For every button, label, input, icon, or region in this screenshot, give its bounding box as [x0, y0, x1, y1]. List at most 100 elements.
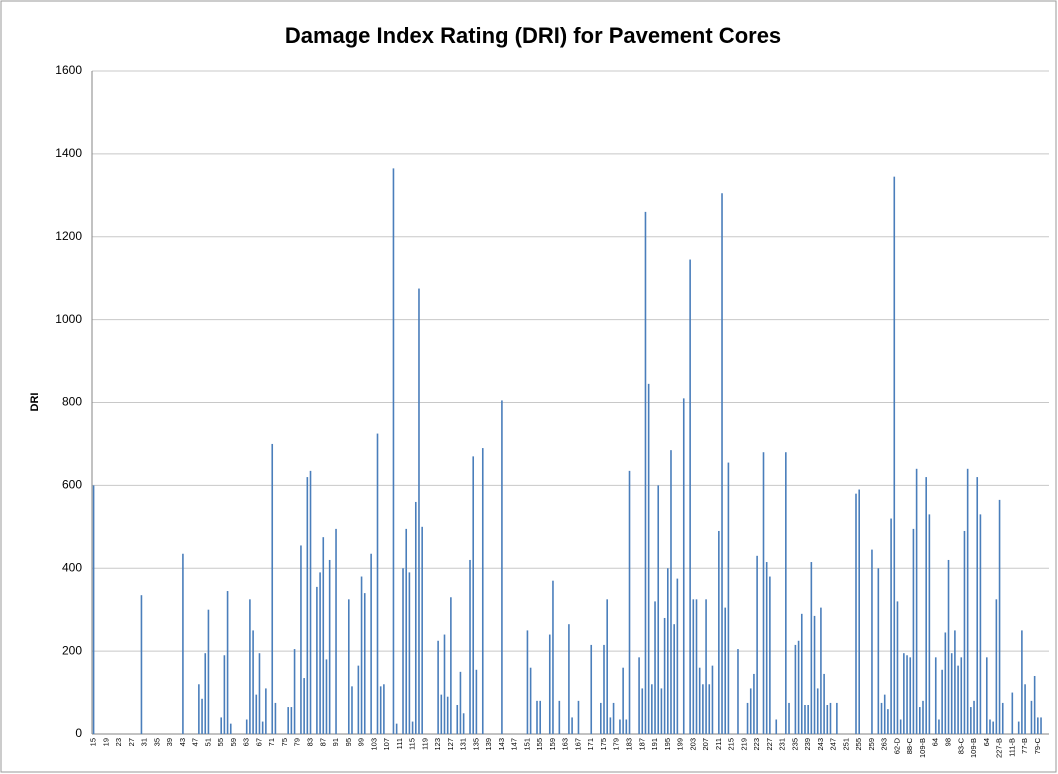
bar [660, 688, 663, 734]
bar [1033, 675, 1036, 734]
x-tick-label: 95 [344, 738, 353, 746]
bar [718, 530, 720, 734]
bar [746, 702, 749, 734]
bar [887, 709, 889, 734]
bar [938, 719, 940, 734]
bar [797, 640, 800, 734]
bar [376, 433, 379, 734]
bar [947, 559, 950, 734]
bar [207, 609, 210, 734]
bar [871, 549, 873, 734]
bar [676, 578, 679, 734]
bar [245, 719, 248, 734]
bar [322, 537, 325, 734]
bar [957, 665, 959, 734]
bar [826, 704, 829, 734]
bar [469, 559, 471, 734]
x-tick-label: 71 [267, 738, 276, 746]
x-tick-label: 31 [140, 738, 149, 746]
bar [689, 259, 691, 734]
bar [998, 499, 1001, 734]
bar [651, 684, 653, 734]
bar [303, 678, 305, 734]
bar [472, 456, 475, 734]
bar [985, 657, 988, 734]
x-tick-label: 83 [305, 738, 314, 746]
bar [989, 719, 991, 734]
x-tick-label: 64 [982, 738, 991, 746]
x-tick-label: 139 [484, 738, 493, 751]
x-tick-label: 87 [318, 738, 327, 746]
bar [300, 545, 302, 734]
bar [1001, 702, 1004, 734]
bar [558, 700, 561, 734]
bar [1021, 630, 1023, 734]
x-tick-label: 35 [152, 738, 161, 746]
bar [804, 704, 806, 734]
x-tick-label: 231 [778, 738, 787, 751]
bar [807, 704, 809, 734]
bar [293, 649, 296, 734]
bar [475, 669, 478, 734]
bar [351, 686, 353, 734]
bar [816, 688, 819, 734]
y-tick-label: 1000 [55, 312, 82, 326]
bar [622, 667, 624, 734]
bar [392, 168, 395, 735]
bar [727, 462, 730, 734]
x-tick-label: 63 [242, 738, 251, 746]
bar [899, 719, 902, 734]
x-tick-label: 43 [178, 738, 187, 746]
bar [883, 694, 886, 734]
bar [762, 452, 765, 734]
bar [970, 707, 972, 734]
x-tick-label: 135 [471, 738, 480, 751]
x-tick-label: 151 [522, 738, 531, 751]
bar [552, 580, 554, 734]
x-tick-label: 83-C [956, 737, 965, 754]
x-tick-label: 215 [727, 738, 736, 751]
x-tick-label: 159 [548, 738, 557, 751]
bar [226, 591, 229, 734]
bar [603, 644, 605, 734]
bar [481, 448, 484, 734]
bar [571, 717, 573, 734]
bar [995, 599, 998, 734]
x-tick-label: 67 [254, 738, 263, 746]
bar [548, 634, 551, 734]
bar [462, 713, 465, 734]
x-tick-label: 147 [510, 738, 519, 751]
x-tick-label: 62-D [892, 737, 901, 754]
bar [954, 630, 956, 734]
x-tick-label: 75 [280, 738, 289, 746]
bar [405, 528, 408, 734]
bar [906, 655, 908, 734]
bar [909, 657, 912, 734]
bar [695, 599, 698, 734]
bar [976, 477, 979, 734]
x-tick-label: 127 [446, 738, 455, 751]
bar [456, 704, 459, 734]
bar [928, 514, 931, 734]
bar [274, 702, 277, 734]
x-tick-label: 247 [829, 738, 838, 751]
bar [670, 450, 672, 734]
bar [775, 719, 778, 734]
bar [450, 597, 452, 734]
bar [271, 443, 274, 734]
bar [647, 383, 650, 734]
x-tick-label: 239 [803, 738, 812, 751]
bar [915, 468, 918, 734]
bar [606, 599, 608, 734]
bar [402, 568, 404, 734]
bar [673, 624, 675, 734]
x-tick-label: 59 [229, 738, 238, 746]
bar [960, 657, 963, 734]
x-tick-label: 111 [395, 738, 404, 749]
x-tick-label: 107 [382, 738, 391, 751]
x-tick-label: 243 [816, 738, 825, 751]
bar [223, 655, 226, 734]
x-tick-label: 171 [586, 738, 595, 751]
bar [950, 653, 953, 734]
